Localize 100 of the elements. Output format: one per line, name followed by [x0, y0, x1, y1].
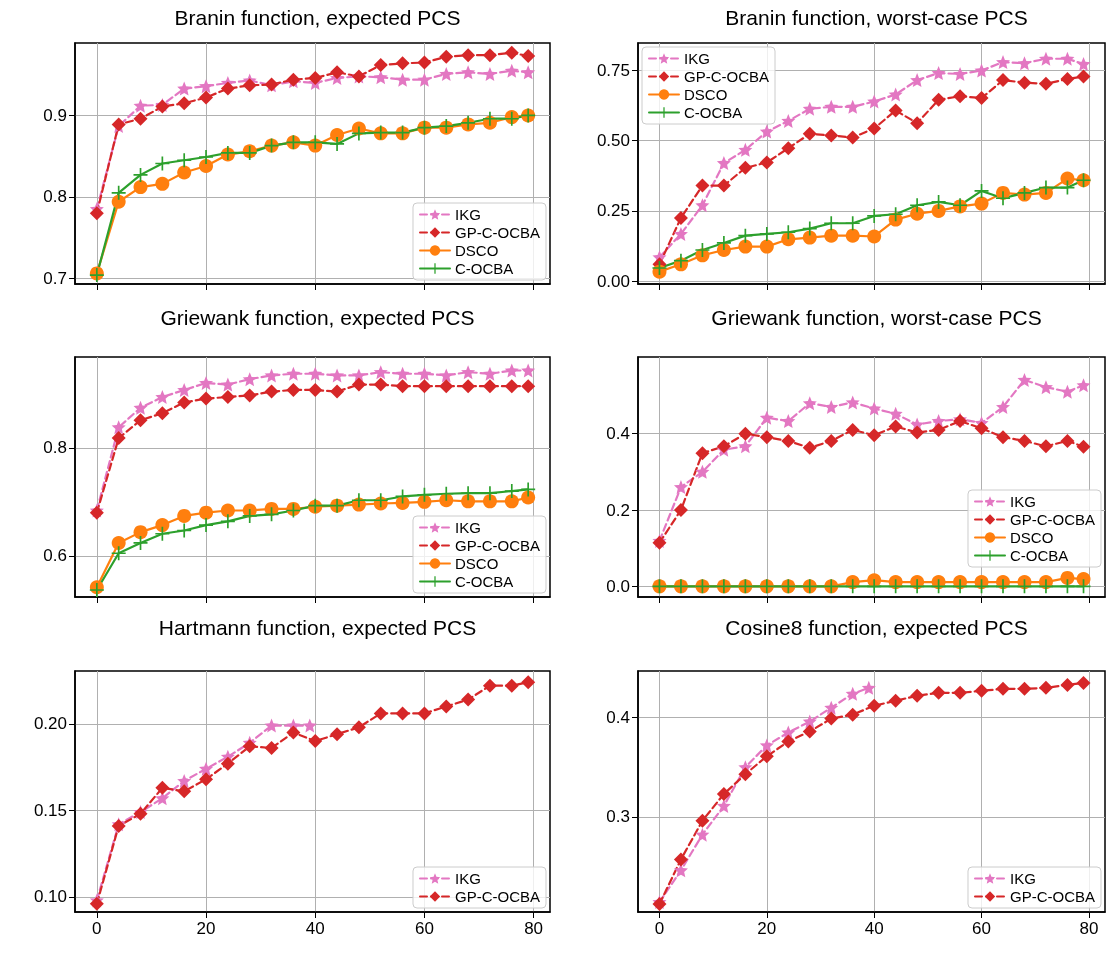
point: [286, 382, 301, 397]
point: [177, 523, 192, 538]
point: [264, 741, 279, 756]
point: [931, 579, 946, 594]
point: [1017, 681, 1032, 696]
chart-title: Griewank function, worst-case PCS: [711, 306, 1042, 329]
point: [996, 430, 1011, 445]
point: [504, 363, 519, 378]
point: [504, 379, 519, 394]
point: [133, 535, 148, 550]
legend-label: IKG: [455, 519, 481, 536]
point: [673, 852, 688, 867]
point: [1038, 76, 1053, 91]
point: [1076, 439, 1091, 454]
point: [824, 99, 839, 114]
point: [910, 688, 925, 703]
point: [738, 239, 753, 254]
point: [482, 66, 497, 81]
point: [1060, 384, 1075, 399]
point: [824, 216, 839, 231]
point: [330, 384, 345, 399]
point: [673, 480, 688, 495]
point: [199, 90, 214, 105]
point: [220, 514, 235, 529]
point: [1076, 572, 1091, 587]
point: [888, 693, 903, 708]
point: [504, 494, 519, 509]
point: [199, 375, 214, 390]
legend-label: IKG: [455, 206, 481, 223]
point: [461, 65, 476, 80]
point: [1038, 51, 1053, 66]
point: [461, 379, 476, 394]
point: [373, 377, 388, 392]
point: [673, 503, 688, 517]
point: [759, 738, 774, 753]
point: [802, 724, 817, 739]
x-tick-label: 40: [864, 919, 884, 938]
point: [504, 45, 519, 60]
point: [759, 749, 774, 764]
chart-title: Branin function, worst-case PCS: [725, 6, 1028, 29]
point: [395, 706, 410, 721]
point: [974, 63, 989, 78]
point: [996, 681, 1011, 696]
point: [845, 99, 860, 114]
point: [264, 507, 279, 522]
point: [845, 422, 860, 437]
point: [439, 379, 454, 394]
point: [133, 167, 148, 182]
point: [111, 431, 126, 446]
point: [695, 446, 710, 461]
point: [974, 196, 989, 211]
point: [1038, 439, 1053, 454]
point: [1060, 570, 1075, 585]
point: [824, 399, 839, 414]
point: [417, 72, 432, 87]
point: [910, 198, 925, 213]
y-tick-label: 0.6: [43, 546, 67, 566]
point: [177, 784, 192, 799]
point: [802, 126, 817, 141]
point: [845, 686, 860, 701]
point: [482, 678, 497, 693]
point: [1076, 675, 1091, 690]
y-tick-label: 0.10: [33, 887, 67, 907]
point: [867, 94, 882, 109]
point: [845, 579, 860, 594]
point: [395, 56, 410, 71]
x-tick-label: 0: [92, 919, 102, 938]
point: [845, 130, 860, 145]
point: [330, 368, 345, 383]
point: [781, 414, 796, 429]
point: [439, 66, 454, 81]
y-tick-label: 0.15: [33, 800, 67, 820]
point: [330, 128, 345, 142]
point: [220, 503, 235, 518]
point: [395, 495, 410, 510]
x-tick-label: 60: [972, 919, 991, 938]
point: [888, 579, 903, 594]
point: [1060, 433, 1075, 448]
point: [888, 87, 903, 102]
point: [242, 372, 257, 387]
point: [439, 699, 454, 714]
point: [888, 419, 903, 434]
point: [1076, 57, 1091, 72]
point: [695, 827, 710, 842]
x-tick-label: 80: [524, 919, 544, 938]
point: [1017, 579, 1032, 594]
point: [504, 484, 519, 499]
point: [1017, 372, 1032, 387]
point: [738, 142, 753, 157]
point: [395, 366, 410, 381]
point: [824, 128, 839, 143]
point: [996, 191, 1011, 206]
point: [953, 685, 968, 700]
point: [1017, 433, 1032, 448]
point: [867, 698, 882, 713]
chart-title: Cosine8 function, expected PCS: [725, 616, 1028, 639]
point: [759, 410, 774, 425]
point: [673, 863, 688, 878]
point: [673, 226, 688, 241]
point: [781, 433, 796, 448]
